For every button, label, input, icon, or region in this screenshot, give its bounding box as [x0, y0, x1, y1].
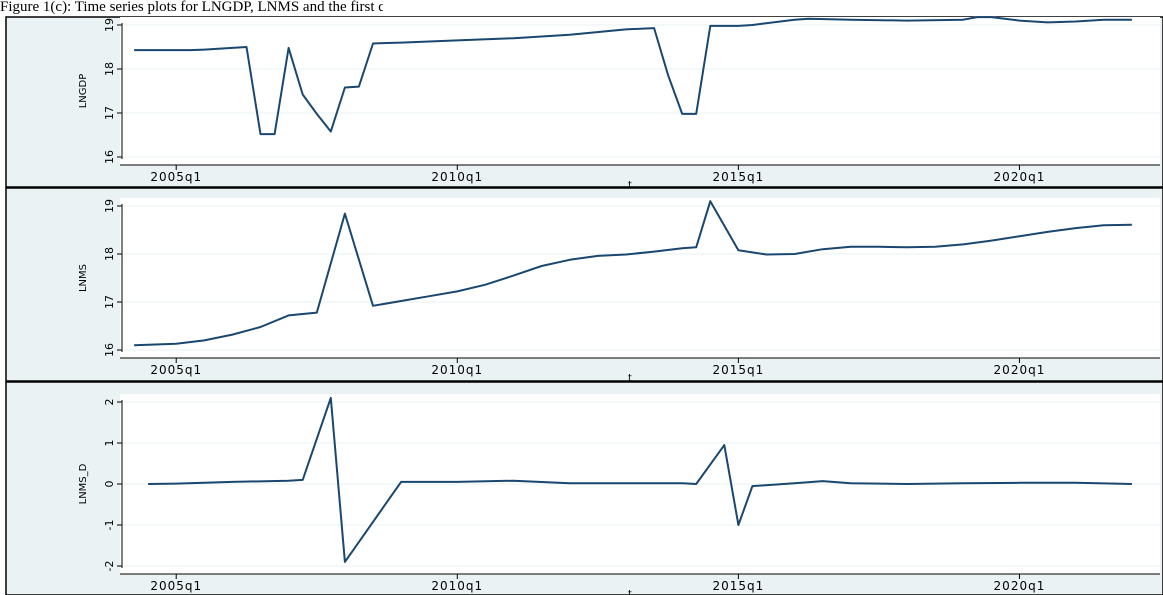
- plot-area: [120, 198, 1160, 358]
- x-tick-label: 2005q1: [150, 170, 202, 184]
- x-tick-label: 2010q1: [431, 170, 483, 184]
- y-tick-label: 19: [103, 18, 116, 32]
- x-tick-label: 2005q1: [150, 579, 202, 593]
- chart-panel-1: 16 17 18 19 LNGDP 2005q1 2010q1 2015q1 2020q1 t: [5, 16, 1163, 191]
- x-tick-label: 2020q1: [994, 363, 1046, 377]
- series-line: [134, 200, 1132, 347]
- chart-panel-2: 16 17 18 19 LNMS 2005q1 2010q1 2015q1 2020q1 t: [5, 187, 1163, 384]
- x-tick-label: 2020q1: [994, 579, 1046, 593]
- y-tick-label: 16: [103, 343, 116, 357]
- y-tick-label: 16: [103, 150, 116, 164]
- x-axis-title: t: [628, 180, 632, 191]
- y-tick-label: 2: [103, 399, 116, 406]
- series-line: [148, 396, 1132, 563]
- y-axis-title: LNMS: [78, 264, 89, 292]
- x-tick-label: 2015q1: [712, 579, 764, 593]
- y-tick-label: 18: [103, 62, 116, 76]
- y-tick-label: 19: [103, 199, 116, 213]
- x-tick-label: 2015q1: [712, 170, 764, 184]
- x-tick-label: 2010q1: [431, 363, 483, 377]
- y-tick-label: 18: [103, 247, 116, 261]
- y-tick-label: 17: [103, 295, 116, 309]
- x-axis-title: t: [628, 589, 632, 595]
- series-line: [134, 16, 1132, 136]
- x-tick-label: 2020q1: [994, 170, 1046, 184]
- figure-caption: Figure 1(c): Time series plots for LNGDP…: [0, 0, 501, 15]
- x-axis-title: t: [628, 373, 632, 384]
- x-tick-label: 2005q1: [150, 363, 202, 377]
- chart-panel-3: -2 -1 0 1 2 LNMS_D 2005q1 2010q1 2015q1 2020q1 t: [5, 381, 1163, 595]
- x-tick-label: 2010q1: [431, 579, 483, 593]
- y-tick-label: -1: [103, 520, 116, 531]
- y-axis-title: LNMS_D: [78, 463, 89, 504]
- y-tick-label: 0: [103, 481, 116, 488]
- y-tick-label: 17: [103, 106, 116, 120]
- y-tick-label: 1: [103, 440, 116, 447]
- plot-area: [120, 17, 1160, 165]
- y-tick-label: -2: [103, 561, 116, 572]
- y-axis-title: LNGDP: [78, 74, 89, 109]
- x-tick-label: 2015q1: [712, 363, 764, 377]
